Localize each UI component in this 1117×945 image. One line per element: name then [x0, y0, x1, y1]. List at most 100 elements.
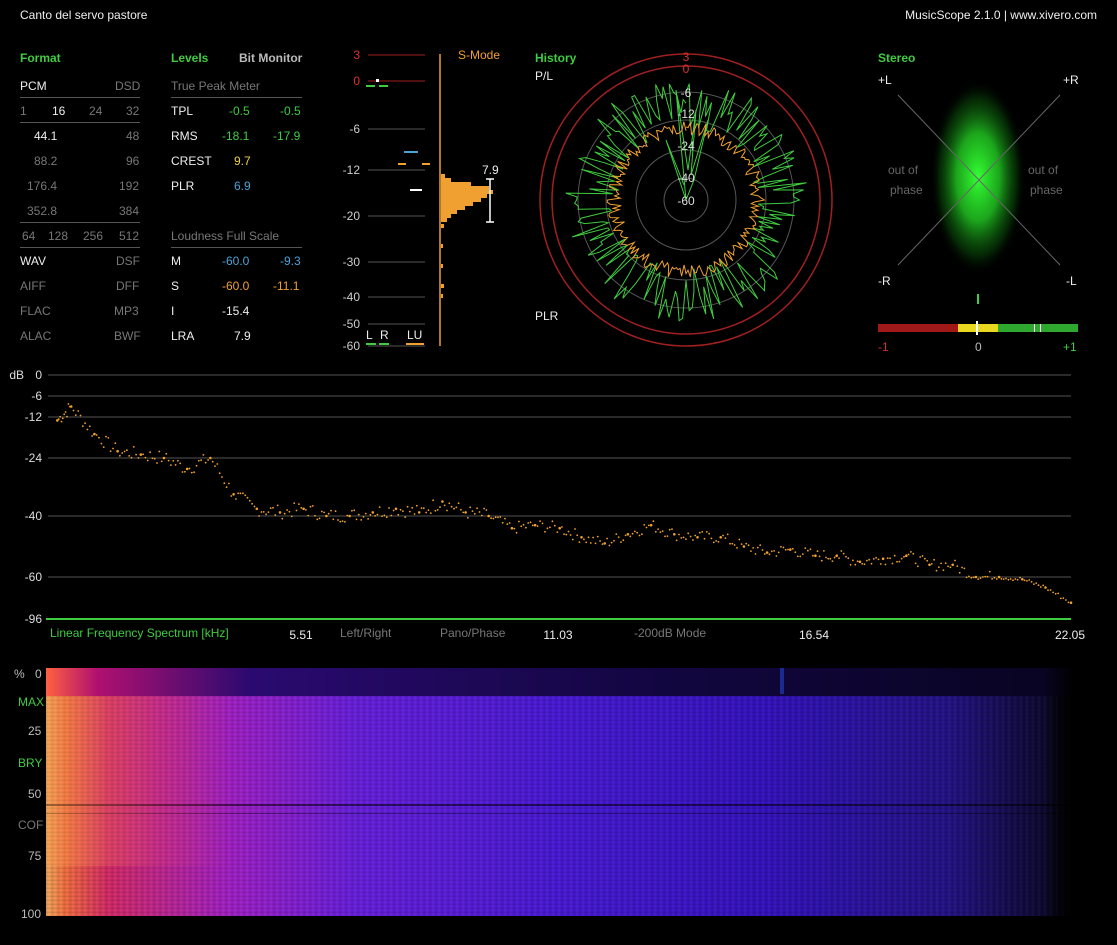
spectrum-fill-point — [561, 526, 563, 528]
stereo-plus-l: +L — [878, 73, 892, 87]
sg-cof[interactable]: COF — [18, 818, 44, 832]
pcm-label: PCM — [20, 79, 47, 93]
spectrum-fill-point — [638, 534, 641, 537]
spectrum-fill-point — [634, 530, 636, 533]
spectrum-fill-point — [754, 553, 757, 555]
spectrum-fill-point — [223, 482, 226, 485]
spectrum-fill-point — [295, 509, 298, 512]
spectrum-fill-point — [262, 511, 265, 513]
spectrum-fill-point — [214, 465, 216, 467]
spectrum-fill-point — [337, 519, 339, 521]
spectrum-fill-point — [165, 452, 168, 455]
spectrum-fill-point — [74, 414, 77, 416]
spectrum-fill-point — [59, 415, 61, 418]
mode-200db[interactable]: -200dB Mode — [634, 626, 706, 640]
spectrum-fill-point — [309, 505, 312, 508]
bit-monitor-tab[interactable]: Bit Monitor — [239, 51, 303, 65]
spectrum-fill-point — [856, 560, 859, 563]
meter-tick-3: 3 — [353, 48, 360, 62]
spectrum-fill-point — [842, 552, 845, 555]
spectrum-fill-point — [553, 524, 556, 527]
mode-pano-phase[interactable]: Pano/Phase — [440, 626, 506, 640]
spectrum-point — [394, 507, 398, 511]
meter-tick-30: -30 — [343, 255, 361, 269]
spectrum-fill-point — [413, 513, 416, 515]
spectrum-fill-point — [1012, 579, 1014, 582]
spectrum-fill-point — [1065, 599, 1067, 601]
spectrum-point — [278, 511, 282, 514]
spectrum-fill-point — [151, 457, 154, 460]
spectrum-fill-point — [258, 515, 260, 517]
spectrum-fill-point — [81, 425, 84, 428]
histogram-bin — [441, 264, 443, 268]
spectrum-point — [69, 405, 73, 408]
crest-value: 9.7 — [234, 154, 251, 168]
spectrum-fill-point — [666, 535, 669, 537]
app-name: MusicScope 2.1.0 | www.xivero.com — [905, 8, 1097, 22]
spec-tick-24: -24 — [25, 451, 43, 465]
spectrum-fill-point — [652, 520, 655, 523]
spectrum-fill-point — [820, 559, 823, 562]
spectrum-point — [719, 536, 722, 539]
spectrum-fill-point — [480, 514, 483, 517]
spectrum-fill-point — [682, 536, 685, 539]
spectrum-fill-point — [750, 550, 752, 552]
spectrum-point — [464, 511, 467, 514]
spectrum-fill-point — [740, 543, 743, 545]
spectrum-fill-point — [1023, 579, 1026, 582]
sg-tick-0: 0 — [35, 667, 42, 681]
sg-tick-25: 25 — [28, 724, 42, 738]
spectrum-fill-point — [539, 520, 541, 522]
bit-1: 1 — [20, 104, 27, 118]
spectrum-fill-point — [886, 557, 889, 560]
spectrum-fill-point — [977, 578, 980, 580]
sg-tick-100: 100 — [21, 907, 42, 921]
spectrum-fill-point — [698, 531, 701, 534]
rate-352: 352.8 — [27, 204, 58, 218]
spectrum-fill-point — [339, 520, 342, 523]
spectrum-fill-point — [965, 576, 968, 579]
spectrum-fill-point — [455, 506, 458, 509]
spectrum-fill-point — [184, 470, 186, 473]
spectrum-fill-point — [290, 515, 293, 518]
spectrum-fill-point — [549, 526, 551, 529]
histogram-bin — [441, 198, 481, 202]
spectrum-fill-point — [399, 508, 402, 511]
spectrum-fill-point — [515, 531, 518, 534]
spectrum-fill-point — [467, 517, 469, 519]
spectrum-fill-point — [979, 577, 982, 579]
s-mode-label[interactable]: S-Mode — [458, 48, 500, 62]
spectrum-fill-point — [200, 459, 203, 462]
spectrum-fill-point — [357, 513, 360, 516]
spec-tick-6: -6 — [31, 389, 42, 403]
spectrum-point — [533, 523, 537, 527]
spectrum-fill-point — [1009, 578, 1012, 580]
meter-tick-6: -6 — [349, 122, 360, 136]
spectrum-fill-point — [852, 559, 854, 562]
s-label: S — [171, 279, 180, 293]
format-heading: Format — [20, 51, 61, 65]
spectrum-fill-point — [995, 578, 998, 580]
stereo-scope: +L +R -R -L out of phase out of phase — [878, 73, 1079, 285]
spectrum-fill-point — [402, 510, 404, 512]
spectrum-point — [928, 563, 931, 567]
spectrum-fill-point — [298, 503, 300, 505]
spectrum-fill-point — [476, 507, 478, 510]
m-value-a: -60.0 — [222, 254, 250, 268]
spectrum-fill-point — [578, 541, 581, 543]
level-meter: 3 0 -6 -12 -20 -30 -40 -50 -60 S-Mode 7.… — [343, 48, 501, 353]
corr-zero: 0 — [975, 340, 982, 354]
spectrum-fill-point — [98, 436, 100, 439]
spectrum-fill-point — [991, 578, 993, 580]
spectrum-fill-point — [657, 528, 659, 530]
spectrum-fill-point — [631, 532, 634, 535]
spectrum-fill-point — [877, 558, 880, 561]
tpl-right: -0.5 — [280, 104, 301, 118]
spectrum-point — [765, 551, 769, 554]
spectrum-fill-point — [281, 517, 284, 520]
sg-bry[interactable]: BRY — [18, 756, 43, 770]
sg-max[interactable]: MAX — [18, 695, 45, 709]
spectrum-fill-point — [469, 506, 472, 509]
mode-left-right[interactable]: Left/Right — [340, 626, 392, 640]
spectrum-fill-point — [712, 541, 715, 544]
